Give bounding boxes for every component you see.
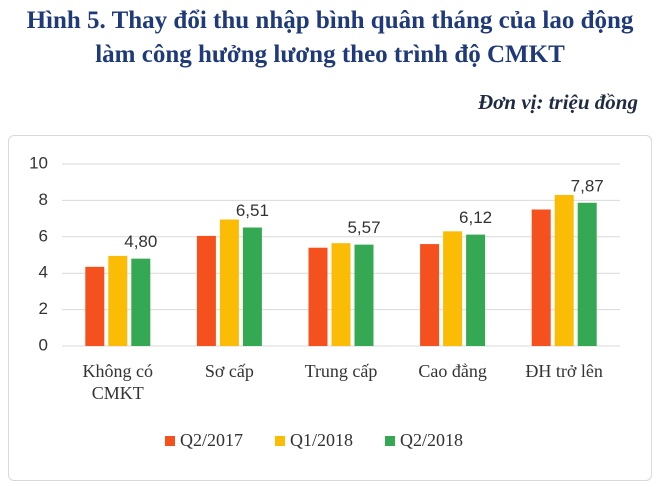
value-label: 7,87 [571,176,604,195]
bar [577,202,597,346]
bar [196,235,216,346]
bar [242,227,262,346]
bar [85,266,105,346]
y-tick-label: 0 [39,335,48,354]
x-tick-label: Cao đẳng [418,361,487,381]
legend-swatch [385,436,395,446]
chart-title: Hình 5. Thay đổi thu nhập bình quân thán… [26,7,634,68]
x-tick-label: Sơ cấp [204,361,254,381]
bar [308,247,328,346]
x-tick-label: ĐH trở lên [525,361,603,381]
bar [331,243,351,346]
bar [531,209,551,346]
y-tick-label: 10 [29,153,48,172]
bar [108,255,128,346]
y-tick-label: 6 [39,226,48,245]
value-label: 6,12 [459,208,492,227]
x-tick-label: Trung cấp [304,361,378,381]
y-tick-label: 2 [39,299,48,318]
legend-label: Q2/2018 [400,430,463,450]
legend-label: Q2/2017 [180,430,243,450]
bar [131,258,151,346]
chart-frame [8,135,652,481]
bar [354,244,374,346]
value-label: 5,57 [347,218,380,237]
legend-swatch [275,436,285,446]
bar [420,244,440,346]
legend-swatch [165,436,175,446]
y-tick-label: 4 [39,263,48,282]
bar [554,194,574,346]
x-tick-label: Không có CMKT [82,361,154,403]
bar [466,234,486,346]
bar [219,219,239,346]
unit-label: Đơn vị: triệu đồng [477,90,638,114]
bar [443,231,463,346]
legend-label: Q1/2018 [290,430,353,450]
y-tick-label: 8 [39,190,48,209]
value-label: 6,51 [236,201,269,220]
value-label: 4,80 [124,232,157,251]
